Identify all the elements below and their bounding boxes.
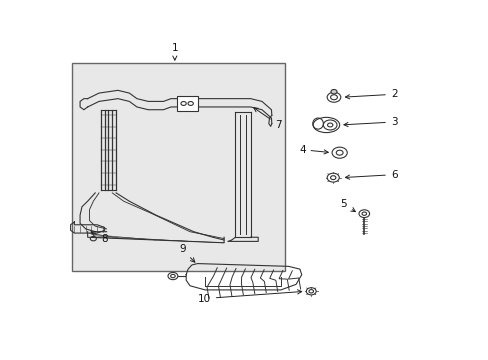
Bar [72, 63, 284, 270]
Text: 9: 9 [179, 244, 194, 262]
Text: 7: 7 [253, 108, 281, 130]
Text: 5: 5 [340, 199, 355, 212]
Bar [176, 96, 197, 111]
Text: 6: 6 [345, 170, 397, 180]
Text: 4: 4 [298, 145, 327, 155]
Text: 3: 3 [343, 117, 397, 127]
Text: 8: 8 [91, 232, 108, 244]
Circle shape [330, 90, 336, 94]
Text: 1: 1 [171, 43, 178, 60]
Text: 10: 10 [197, 290, 301, 303]
Text: 2: 2 [345, 89, 397, 99]
